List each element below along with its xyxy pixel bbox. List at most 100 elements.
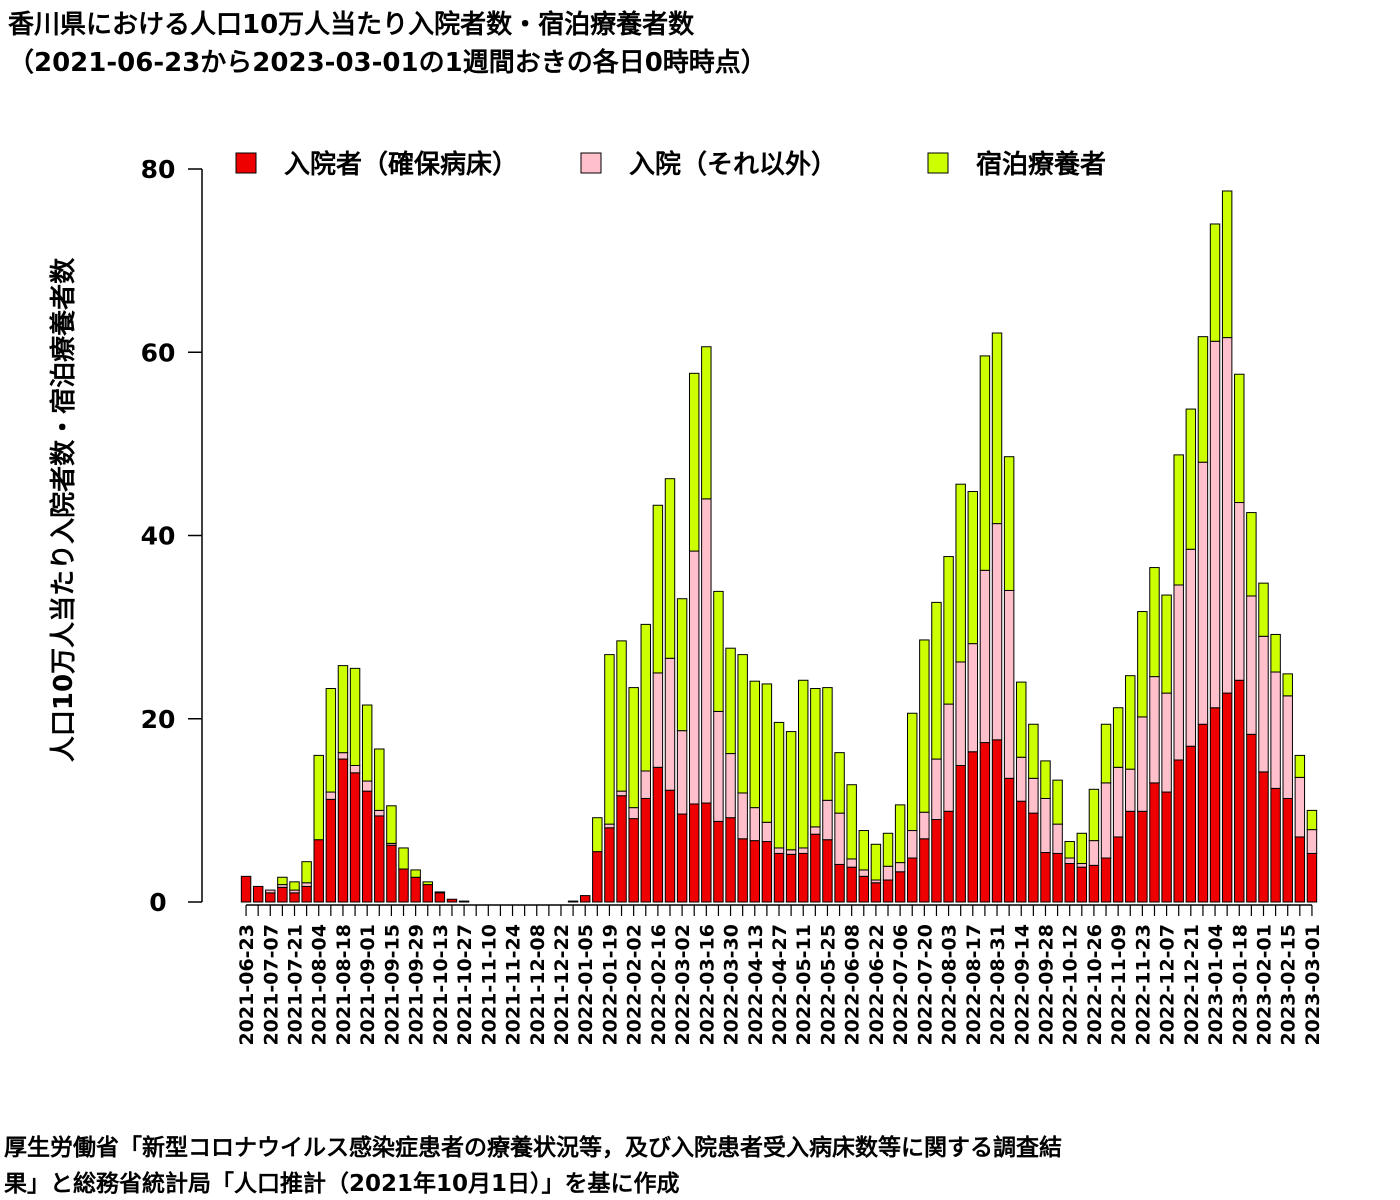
bar-segment: [410, 869, 421, 878]
x-tick-label: 2022-06-22: [866, 924, 888, 1046]
bar-segment: [1209, 223, 1221, 342]
bar-segment: [1076, 832, 1088, 865]
bar-segment: [1003, 456, 1015, 591]
bar-segment: [1088, 788, 1100, 842]
bar-segment: [240, 875, 252, 903]
bar-segment: [919, 838, 930, 903]
bar-segment: [1100, 857, 1112, 903]
bar-segment: [349, 764, 361, 774]
x-tick-label: 2022-06-08: [842, 924, 864, 1046]
x-tick-label: 2022-01-05: [575, 924, 597, 1046]
bar-segment: [1197, 336, 1209, 463]
bar-segment: [628, 818, 639, 903]
bar-segment: [810, 826, 821, 835]
bar-segment: [1076, 866, 1088, 903]
bar-segment: [1040, 852, 1051, 903]
x-tick-label: 2022-07-06: [890, 924, 912, 1046]
bar-segment: [265, 892, 276, 903]
bar-segment: [1173, 454, 1184, 586]
bar-segment: [1149, 676, 1160, 784]
source-caption-line2: 果」と総務省統計局「人口推計（2021年10月1日）」を基に作成: [4, 1171, 680, 1197]
bar-segment: [434, 891, 446, 894]
bar-segment: [1125, 675, 1136, 770]
x-tick-label: 2022-01-19: [599, 924, 621, 1046]
x-tick-label: 2022-08-31: [987, 924, 1009, 1046]
bar-segment: [1197, 461, 1209, 725]
bar-segment: [1064, 857, 1075, 865]
bar-segment: [943, 703, 954, 812]
bar-segment: [882, 865, 894, 881]
bar-segment: [1221, 337, 1233, 694]
x-axis: 2021-06-23 2021-07-07 2021-07-21 2021-08-04…: [236, 904, 1324, 1046]
bar-segment: [1161, 692, 1172, 793]
bar-segment: [325, 688, 337, 793]
bar-segment: [967, 643, 979, 753]
bar-segment: [749, 680, 760, 809]
x-tick-label: 2023-03-01: [1302, 924, 1324, 1046]
bar-segment: [1306, 809, 1318, 831]
bar-segment: [1040, 797, 1051, 854]
bar-segment: [1137, 716, 1148, 812]
y-tick-label: 40: [141, 522, 176, 551]
bar-segment: [1185, 408, 1197, 550]
bar-segment: [1234, 373, 1245, 504]
bar-segment: [652, 504, 664, 674]
bar-segment: [604, 823, 615, 829]
bar-segment: [725, 647, 736, 755]
bars-group: [240, 190, 1318, 903]
bar-segment: [749, 807, 760, 842]
bar-segment: [737, 654, 748, 794]
bar-segment: [894, 862, 906, 873]
x-tick-label: 2022-03-16: [696, 924, 718, 1046]
x-tick-label: 2022-11-09: [1108, 924, 1130, 1046]
bar-segment: [834, 812, 845, 865]
bar-segment: [1294, 776, 1306, 838]
bar-segment: [1016, 800, 1027, 903]
bar-segment: [1294, 836, 1306, 903]
bar-segment: [1270, 671, 1281, 789]
bar-segment: [616, 795, 627, 903]
bar-segment: [1258, 771, 1269, 903]
x-tick-label: 2022-12-07: [1157, 924, 1179, 1046]
bar-segment: [652, 672, 664, 768]
bar-segment: [919, 639, 930, 813]
bar-segment: [1052, 779, 1063, 825]
x-tick-label: 2022-10-26: [1084, 924, 1106, 1046]
bar-segment: [955, 661, 966, 766]
bar-segment: [1221, 692, 1233, 903]
x-tick-label: 2022-11-23: [1132, 924, 1154, 1046]
bar-segment: [1234, 679, 1245, 903]
bar-segment: [1028, 723, 1039, 779]
bar-segment: [1246, 595, 1257, 735]
bar-segment: [676, 813, 688, 903]
bar-segment: [1173, 584, 1184, 761]
bar-segment: [349, 772, 361, 903]
bar-segment: [701, 346, 712, 500]
bar-segment: [858, 869, 870, 877]
bar-segment: [1149, 567, 1160, 678]
bar-segment: [979, 355, 991, 571]
bar-segment: [301, 861, 312, 884]
x-tick-label: 2021-06-23: [236, 924, 258, 1046]
x-tick-label: 2022-09-28: [1035, 924, 1057, 1046]
bar-segment: [676, 730, 688, 815]
bar-segment: [1161, 791, 1172, 903]
bar-segment: [1064, 863, 1075, 903]
bar-segment: [361, 704, 373, 782]
legend-label: 入院者（確保病床）: [284, 149, 518, 180]
bar-segment: [798, 852, 809, 903]
bar-segment: [1076, 863, 1088, 868]
bar-segment: [579, 895, 591, 903]
bar-segment: [410, 876, 421, 903]
bar-segment: [907, 830, 918, 859]
bar-segment: [628, 807, 639, 820]
bar-segment: [592, 851, 603, 903]
bar-segment: [1028, 812, 1039, 903]
x-tick-label: 2021-10-13: [430, 924, 452, 1046]
x-tick-label: 2021-08-04: [309, 924, 331, 1046]
bar-segment: [846, 858, 857, 868]
bar-segment: [1270, 633, 1281, 673]
x-tick-label: 2022-04-13: [745, 924, 767, 1046]
bar-segment: [1112, 766, 1124, 838]
bar-segment: [1100, 782, 1112, 859]
